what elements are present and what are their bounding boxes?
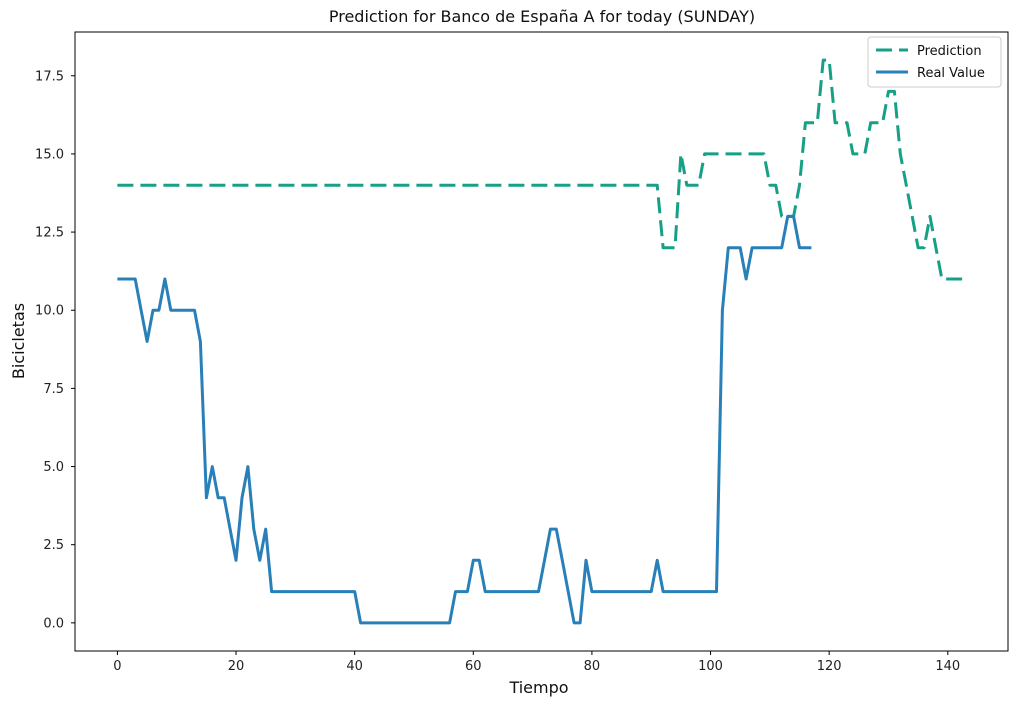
y-tick-label: 5.0 bbox=[43, 460, 64, 475]
y-axis: 0.0 2.5 5.0 7.5 10.0 12.5 15.0 17.5 bbox=[35, 69, 75, 631]
y-tick-label: 15.0 bbox=[35, 147, 64, 162]
x-axis-title: Tiempo bbox=[508, 678, 568, 697]
x-tick-label: 120 bbox=[817, 659, 842, 674]
x-tick-label: 140 bbox=[935, 659, 960, 674]
chart-title: Prediction for Banco de España A for tod… bbox=[329, 7, 755, 26]
y-axis-title: Bicicletas bbox=[9, 303, 28, 379]
y-tick-label: 2.5 bbox=[43, 538, 64, 553]
series-line-prediction bbox=[117, 58, 966, 281]
series-layer bbox=[117, 58, 966, 625]
x-tick-label: 100 bbox=[698, 659, 723, 674]
plot-area-frame bbox=[74, 31, 1009, 652]
y-tick-label: 0.0 bbox=[43, 616, 64, 631]
x-tick-label: 40 bbox=[346, 659, 363, 674]
x-tick-label: 80 bbox=[584, 659, 601, 674]
series-line-real-value bbox=[117, 214, 812, 625]
y-tick-label: 17.5 bbox=[35, 69, 64, 84]
y-tick-label: 10.0 bbox=[35, 304, 64, 319]
x-axis: 0 20 40 60 80 100 120 140 bbox=[113, 651, 960, 674]
x-tick-label: 0 bbox=[113, 659, 121, 674]
x-tick-label: 20 bbox=[228, 659, 245, 674]
legend: Prediction Real Value bbox=[867, 36, 1002, 88]
y-tick-label: 7.5 bbox=[43, 382, 64, 397]
y-tick-label: 12.5 bbox=[35, 226, 64, 241]
legend-label-real-value: Real Value bbox=[917, 66, 985, 81]
x-tick-label: 60 bbox=[465, 659, 482, 674]
legend-label-prediction: Prediction bbox=[917, 44, 982, 59]
